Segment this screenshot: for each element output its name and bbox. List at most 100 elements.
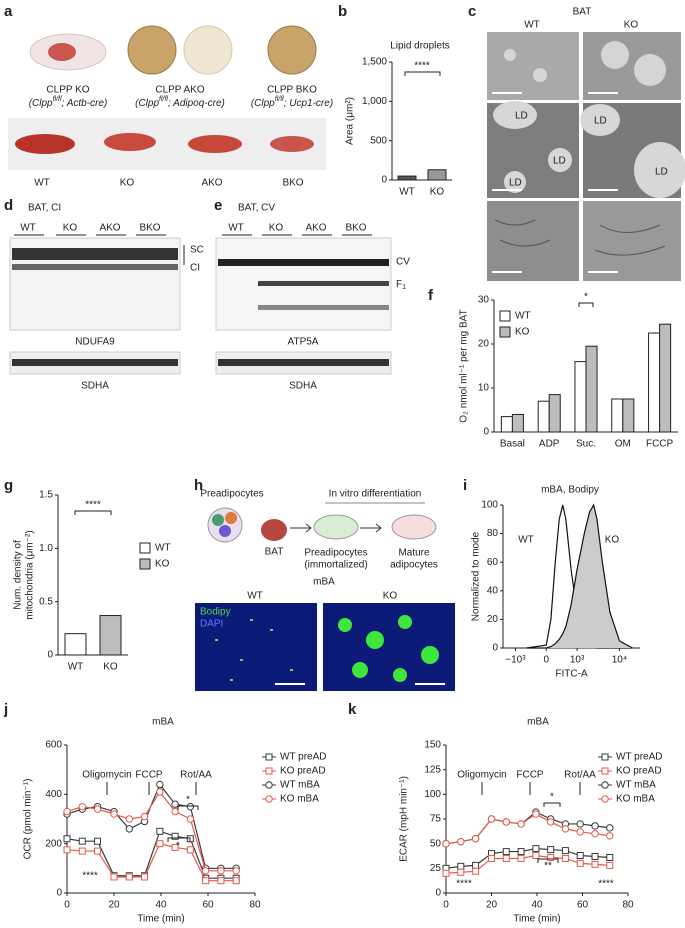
lane-label: KO <box>63 223 78 234</box>
y-tick-label: 500 <box>370 135 387 146</box>
legend-label: WT <box>515 311 531 322</box>
genotype-part: (Clpp <box>251 98 275 109</box>
annotation: Oligomycin <box>457 770 506 781</box>
x-axis-label: Time (min) <box>137 914 184 925</box>
fluorescence-image <box>195 603 317 691</box>
marker <box>63 846 71 854</box>
cell <box>225 512 237 524</box>
droplet <box>580 104 620 136</box>
band-label-part: 1 <box>402 284 406 291</box>
lane-label: KO <box>269 223 284 234</box>
genotype: (Clppfl/fl; Actb-cre) <box>29 96 108 109</box>
bar <box>99 615 122 656</box>
tissue-label: AKO <box>201 178 222 189</box>
antibody-label: NDUFA9 <box>75 337 115 348</box>
legend-label: KO mBA <box>280 794 319 805</box>
marker <box>576 828 584 836</box>
panel-letter: h <box>194 477 203 494</box>
marker <box>93 805 102 813</box>
y-axis-label: ECAR (mpH min⁻¹) <box>399 776 410 862</box>
y-tick-label: 20 <box>487 614 499 625</box>
marker <box>606 824 614 832</box>
marker <box>125 825 133 833</box>
genotype-part: ; Adipoq-cre) <box>168 98 225 109</box>
y-tick-label: 50 <box>430 838 442 849</box>
y-tick-label: 0 <box>56 888 62 899</box>
chart-title: Lipid droplets <box>390 41 449 52</box>
legend-label: KO <box>515 327 530 338</box>
marker <box>532 810 540 818</box>
marker <box>606 861 614 869</box>
fat-pad <box>127 25 177 75</box>
marker <box>156 780 164 789</box>
legend-label: WT <box>155 543 171 554</box>
tissue-label: KO <box>120 178 135 189</box>
marker <box>547 846 555 854</box>
cell <box>219 525 231 537</box>
marker <box>591 822 599 830</box>
genotype-part: (Clpp <box>135 98 159 109</box>
legend-marker <box>265 795 273 803</box>
droplet-label: LD <box>594 116 607 127</box>
annotation: * <box>584 292 588 303</box>
droplet <box>634 142 685 198</box>
marker <box>457 868 465 876</box>
marker <box>217 877 225 885</box>
em-image <box>487 201 579 281</box>
annotation: * <box>186 795 190 806</box>
annotation: Rot/AA <box>564 770 596 781</box>
x-tick-label: FCCP <box>646 439 674 450</box>
annotation: **** <box>85 500 101 511</box>
marker <box>63 807 71 816</box>
x-tick-label: Suc. <box>576 439 596 450</box>
tissue <box>15 134 75 154</box>
y-tick-label: 0 <box>47 650 53 661</box>
y-tick-label: 150 <box>424 740 441 751</box>
marker <box>201 867 210 875</box>
x-tick-label: 40 <box>531 900 543 911</box>
lane-label: WT <box>228 223 244 234</box>
y-tick-label: 100 <box>481 500 498 511</box>
annotation: ** <box>544 861 552 872</box>
y-axis-label: O₂ nmol ml⁻¹ per mg BAT <box>459 309 470 422</box>
marker <box>156 788 164 796</box>
bar <box>500 416 513 433</box>
step-label: Preadipocytes <box>200 489 263 500</box>
bar <box>548 394 561 433</box>
panel-d: BAT, CI WT KO AKO BKO SC CI NDUFA9 SDHA <box>9 203 204 392</box>
significance-bracket <box>578 302 594 307</box>
y-tick-label: 75 <box>430 814 442 825</box>
droplet-label: LD <box>655 167 668 178</box>
y-tick-label: 600 <box>45 740 62 751</box>
bar <box>537 400 550 433</box>
green-dots <box>215 619 293 681</box>
marker <box>576 859 584 867</box>
y-axis-label: OCR (pmol min⁻¹) <box>23 779 34 860</box>
legend-label: WT preAD <box>616 752 663 763</box>
y-tick-label: 100 <box>424 789 441 800</box>
band-label: F1 <box>396 279 406 291</box>
droplet <box>601 41 629 69</box>
marker <box>517 820 525 828</box>
arrow <box>360 523 382 533</box>
dish-label: (immortalized) <box>304 560 367 571</box>
group-name: CLPP BKO <box>267 85 317 96</box>
marker <box>532 845 540 853</box>
column-label: KO <box>624 20 639 31</box>
blot-title: BAT, CI <box>28 203 61 214</box>
annotation: Oligomycin <box>82 770 131 781</box>
panel-letter: e <box>214 197 222 214</box>
legend-marker <box>265 753 273 761</box>
bar <box>511 413 524 433</box>
legend-label: WT preAD <box>280 752 327 763</box>
legend-label: KO preAD <box>280 766 326 777</box>
legend-swatch <box>499 326 511 338</box>
droplet <box>634 54 666 86</box>
marker <box>94 847 102 855</box>
legend-marker <box>265 767 273 775</box>
band-label: CI <box>190 263 200 274</box>
bar <box>64 633 87 656</box>
panel-h: Preadipocytes BAT In vitro differentiati… <box>195 489 455 691</box>
marker <box>472 867 480 875</box>
